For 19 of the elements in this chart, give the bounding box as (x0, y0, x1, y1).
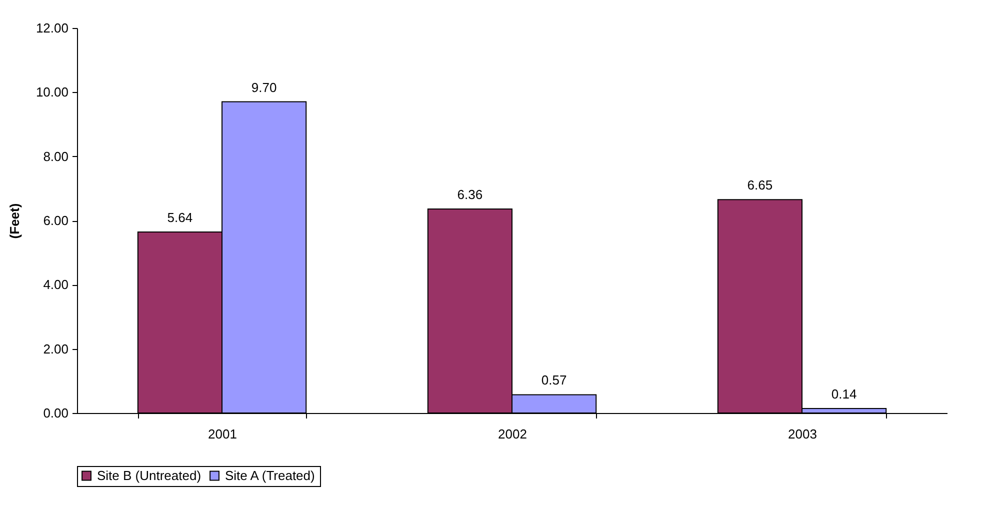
data-label: 9.70 (251, 80, 277, 95)
x-tick-label: 2002 (498, 426, 527, 442)
data-label: 6.36 (457, 186, 483, 202)
legend-label: Site A (Treated) (225, 468, 315, 483)
data-label: 6.65 (747, 178, 773, 193)
y-tick-label: 8.00 (43, 148, 68, 164)
data-label: 0.14 (831, 386, 857, 402)
legend-label: Site B (Untreated) (97, 468, 202, 483)
data-label: 0.57 (541, 372, 567, 388)
y-tick-label: 6.00 (43, 213, 68, 228)
x-tick-label: 2001 (208, 426, 237, 442)
y-tick-label: 2.00 (43, 341, 68, 356)
data-label: 5.64 (167, 210, 193, 226)
y-tick-label: 12.00 (36, 20, 68, 36)
y-tick-label: 10.00 (36, 84, 68, 100)
y-tick-label: 0.00 (43, 406, 68, 420)
x-tick-label: 2003 (788, 426, 817, 442)
y-axis-title: (Feet) (6, 203, 22, 239)
y-tick-label: 4.00 (43, 277, 68, 292)
